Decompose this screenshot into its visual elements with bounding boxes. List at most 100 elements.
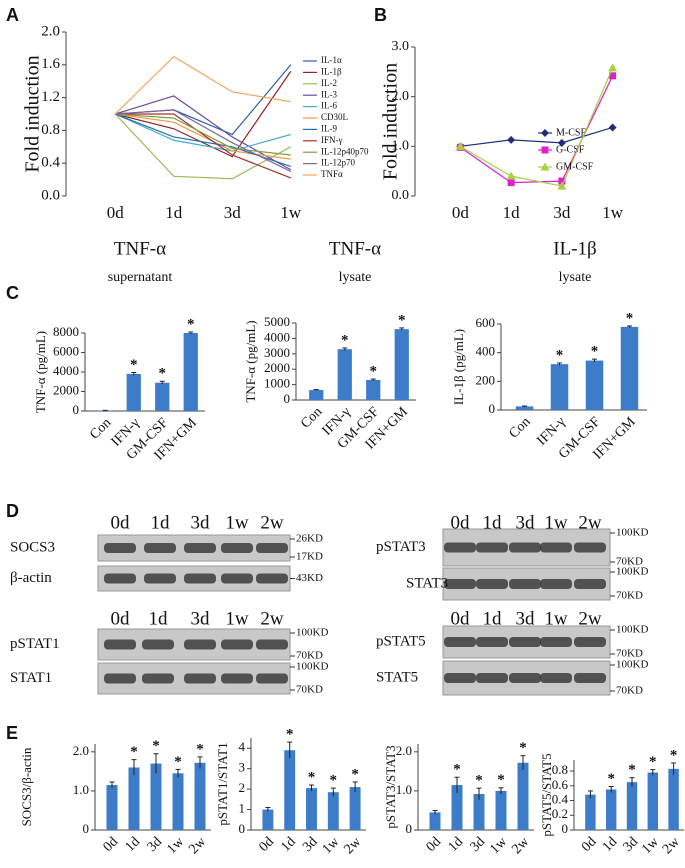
y-axis-label: pSTAT5/STAT5 [539, 753, 554, 836]
annotation: * [649, 754, 657, 770]
lane-label: 1w [225, 608, 249, 629]
mw-marker: 70KD [616, 685, 643, 697]
band [184, 673, 216, 684]
line [115, 71, 292, 158]
bar [620, 326, 639, 410]
band [256, 639, 288, 650]
mw-marker: 17KD [296, 551, 323, 563]
y-tick-label: 0.0 [392, 188, 410, 203]
chart-title: IL-1β [553, 238, 596, 259]
y-tick-label: 400 [476, 344, 496, 359]
legend-label: IL-9 [321, 123, 337, 133]
x-tick-label: 1w [487, 834, 510, 857]
band [476, 542, 508, 553]
band [144, 543, 176, 553]
y-tick-label: 2 [239, 780, 246, 795]
annotation: * [628, 762, 636, 778]
chart-subtitle: lysate [559, 270, 592, 285]
bar [306, 788, 317, 830]
x-tick-label: 1d [278, 834, 299, 855]
bar [309, 389, 324, 400]
legend-label: TNFα [321, 169, 343, 179]
annotation: * [591, 344, 599, 360]
error-bar [520, 755, 526, 770]
x-tick-label: 1w [280, 203, 302, 222]
lane-label: 3d [516, 608, 536, 629]
x-tick-label: 0d [452, 203, 470, 222]
bar [349, 787, 361, 830]
y-axis-label: TNF-α (pg/mL) [243, 320, 258, 402]
bar [495, 790, 507, 830]
row-label: β-actin [10, 570, 52, 586]
band [184, 573, 216, 584]
y-tick-label: 3000 [264, 345, 290, 360]
annotation: * [607, 771, 615, 787]
panel-label: B [374, 5, 387, 25]
x-tick-label: 1d [503, 203, 521, 222]
y-tick-label: 0.8 [41, 122, 60, 138]
band [476, 579, 508, 589]
annotation: * [187, 316, 195, 332]
y-tick-label: 1000 [264, 376, 290, 391]
legend-label: M-CSF [556, 127, 586, 138]
band [256, 673, 288, 684]
mw-marker: 100KD [296, 627, 328, 639]
y-tick-label: 1.6 [41, 56, 60, 72]
panel-label: D [6, 501, 19, 521]
bar [172, 773, 184, 830]
row-label: STAT5 [376, 669, 418, 685]
annotation: * [159, 366, 167, 382]
x-tick-label: 1d [165, 203, 183, 222]
annotation: * [341, 332, 349, 348]
y-tick-label: 3.0 [392, 39, 410, 54]
error-bar [309, 784, 314, 792]
band [476, 673, 508, 683]
lane-label: 3d [191, 512, 211, 533]
line [115, 113, 291, 179]
x-tick-label: 2w [660, 834, 683, 857]
band [540, 579, 572, 589]
lane-label: 1d [151, 512, 171, 533]
x-tick-label: 1d [123, 834, 144, 855]
annotation: * [453, 762, 461, 778]
row-label: STAT1 [10, 670, 52, 686]
point [507, 135, 516, 144]
row-label: STAT3 [406, 575, 448, 591]
y-tick-label: 1 [239, 801, 246, 816]
band [574, 673, 606, 683]
error-bar [629, 777, 635, 787]
y-tick-label: 0.8 [552, 762, 568, 777]
band [104, 673, 136, 684]
legend-label: IL-1β [321, 66, 342, 76]
y-tick-label: 0.4 [552, 792, 569, 807]
chart-subtitle: lysate [339, 270, 372, 285]
row-label: SOCS3 [10, 539, 55, 555]
chart-title: TNF-α [329, 238, 381, 259]
band [104, 639, 136, 650]
line [115, 95, 292, 171]
band [509, 637, 541, 647]
y-tick-label: 3 [239, 760, 246, 775]
error-bar [650, 769, 656, 776]
y-axis-label: TNF-α (pg/mL) [33, 331, 48, 413]
mw-marker: 100KD [616, 624, 648, 636]
y-tick-label: 0.4 [41, 155, 60, 171]
annotation: * [670, 747, 678, 763]
lane-label: 0d [111, 608, 131, 629]
mw-marker: 100KD [616, 659, 648, 671]
annotation: * [130, 744, 138, 760]
error-bar [153, 753, 159, 774]
x-tick-label: 0d [579, 834, 600, 855]
band [574, 542, 606, 553]
line [115, 113, 291, 152]
bar [394, 329, 409, 400]
y-tick-label: 1.2 [41, 89, 60, 105]
y-axis-label: pSTAT3/STAT3 [383, 745, 398, 828]
lane-label: 2w [260, 512, 284, 533]
bar [194, 762, 206, 830]
band [142, 673, 174, 684]
point [558, 177, 566, 185]
bar [284, 750, 296, 830]
bar [128, 767, 140, 830]
